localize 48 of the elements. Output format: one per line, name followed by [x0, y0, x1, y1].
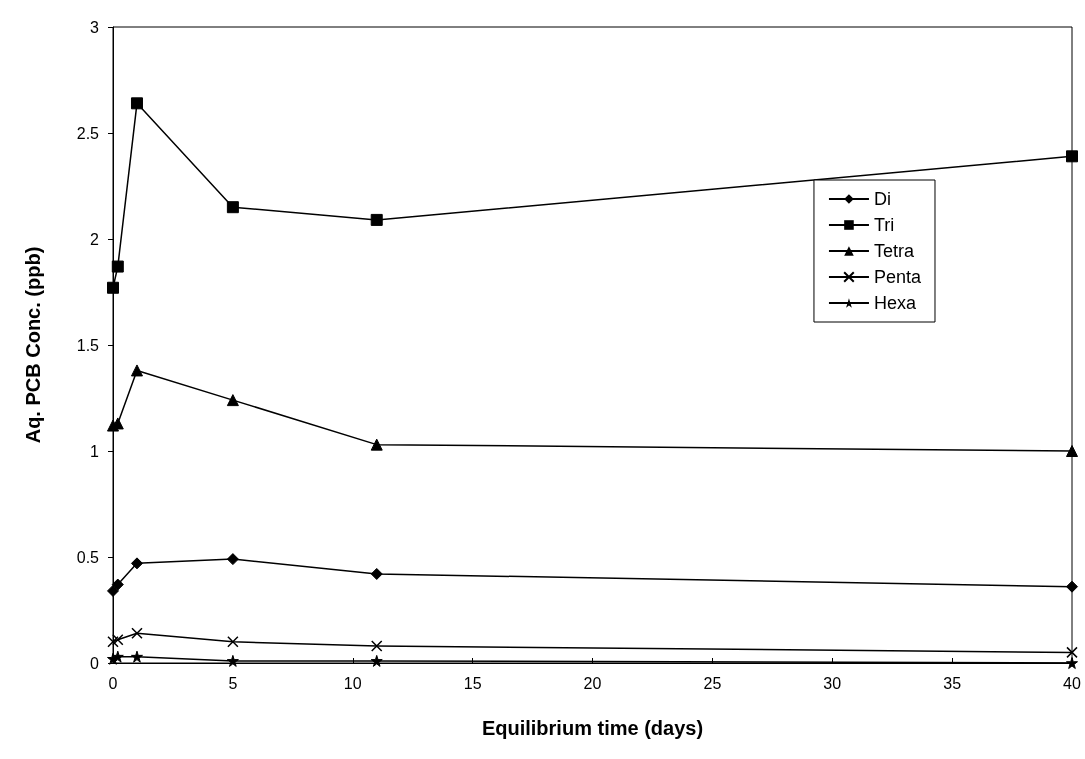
point [111, 650, 124, 663]
x-tick-label: 10 [343, 674, 362, 692]
y-tick-label: 0 [90, 654, 100, 672]
point [130, 97, 143, 110]
x-axis-title: Equilibrium time (days) [481, 717, 704, 739]
point [131, 627, 143, 640]
x-tick-label: 15 [463, 674, 482, 692]
point [130, 557, 143, 570]
point [370, 654, 383, 667]
point [370, 567, 383, 580]
point [370, 213, 383, 226]
legend-label: Di [873, 189, 891, 209]
y-tick-label: 2.5 [76, 124, 100, 142]
point [107, 281, 119, 294]
y-tick-label: 1.5 [76, 336, 100, 354]
y-axis-title: Aq. PCB Conc. (ppb) [22, 246, 44, 444]
point [1066, 646, 1078, 659]
point [130, 364, 143, 377]
x-tick-label: 35 [943, 674, 962, 692]
legend-label: Hexa [873, 293, 917, 313]
legend-label: Tri [873, 215, 895, 235]
point [370, 438, 383, 451]
y-tick-label: 2 [90, 230, 100, 248]
y-tick-label: 1 [90, 442, 100, 460]
y-tick-label: 0.5 [76, 548, 100, 566]
point [1066, 580, 1078, 593]
x-tick-label: 5 [228, 674, 238, 692]
point [226, 394, 239, 407]
point [111, 578, 124, 591]
x-tick-label: 30 [823, 674, 842, 692]
point [226, 201, 239, 214]
point [227, 636, 239, 648]
point [107, 636, 119, 648]
point [130, 650, 143, 663]
point [226, 553, 239, 566]
point [111, 260, 124, 273]
point [370, 640, 383, 652]
x-tick-label: 40 [1063, 674, 1081, 692]
x-tick-label: 0 [108, 674, 118, 692]
x-tick-label: 20 [583, 674, 602, 692]
legend-label: Penta [873, 267, 922, 287]
point [1066, 150, 1078, 163]
point [1066, 445, 1078, 457]
x-tick-label: 25 [703, 674, 722, 692]
point [226, 654, 239, 667]
y-tick-label: 3 [90, 18, 100, 36]
point [1066, 657, 1078, 669]
legend-label: Tetra [873, 241, 915, 261]
